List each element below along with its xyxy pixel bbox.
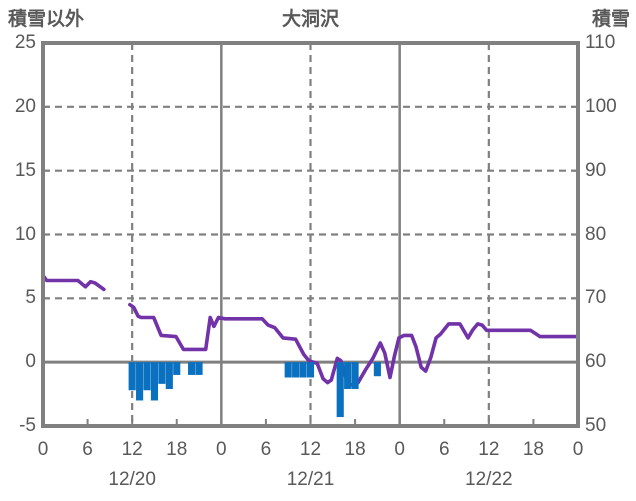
x-date-label: 12/20 [108, 469, 156, 490]
left-axis-title: 積雪以外 [8, 9, 85, 30]
x-tick-label: 6 [438, 439, 450, 460]
y-right-tick-label: 80 [585, 223, 607, 245]
y-left-tick-label: 0 [25, 351, 36, 373]
bar [136, 362, 144, 401]
bar [165, 362, 173, 389]
x-tick-label: 0 [572, 439, 584, 460]
bar [173, 362, 181, 375]
bar [351, 362, 359, 389]
bar [128, 362, 136, 391]
x-tick-label: 18 [344, 439, 366, 460]
bar [158, 362, 166, 384]
bar [299, 362, 307, 378]
y-right-tick-label: 70 [585, 287, 607, 309]
bar [195, 362, 203, 375]
x-tick-label: 0 [37, 439, 49, 460]
x-tick-label: 12 [299, 439, 322, 460]
y-right-tick-label: 90 [585, 159, 607, 181]
bar [150, 362, 159, 401]
y-left-tick-label: 25 [14, 32, 36, 53]
data-line [41, 273, 106, 292]
bar [306, 362, 315, 378]
x-tick-label: 12 [478, 439, 500, 460]
bar [292, 362, 300, 378]
chart-title: 大洞沢 [281, 9, 339, 30]
y-right-tick-label: 60 [585, 351, 607, 373]
bar [143, 362, 151, 391]
x-tick-label: 0 [394, 439, 405, 460]
y-left-tick-label: -5 [19, 415, 36, 436]
x-tick-label: 0 [216, 439, 227, 460]
y-left-tick-label: 15 [14, 159, 36, 181]
x-date-label: 12/21 [286, 469, 335, 490]
x-tick-label: 18 [166, 439, 188, 460]
y-left-tick-label: 20 [14, 95, 36, 117]
x-tick-label: 18 [522, 439, 544, 460]
y-right-tick-label: 110 [585, 32, 616, 53]
bar [344, 362, 352, 389]
y-right-tick-label: 100 [585, 95, 617, 117]
x-date-label: 12/22 [465, 469, 513, 490]
bar [373, 362, 381, 377]
bar [188, 362, 196, 375]
y-left-tick-label: 10 [14, 223, 36, 245]
x-tick-label: 12 [121, 439, 143, 460]
bar [284, 362, 292, 378]
plot-border [41, 41, 580, 428]
y-left-tick-label: 5 [25, 287, 36, 309]
right-axis-title: 積雪 [591, 9, 630, 30]
bar [336, 362, 344, 418]
y-right-tick-label: 50 [585, 415, 607, 436]
x-tick-label: 6 [82, 439, 93, 460]
x-tick-label: 6 [260, 439, 272, 460]
